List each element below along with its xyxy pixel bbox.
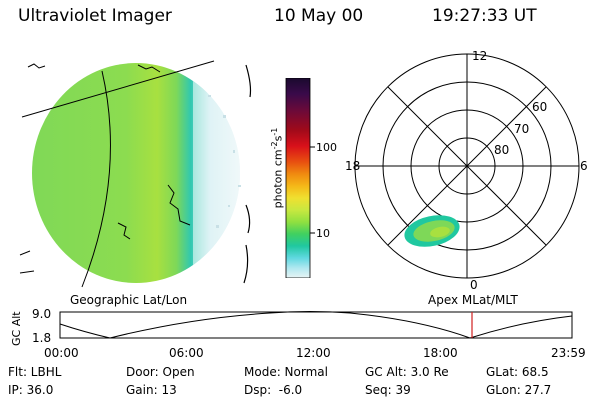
mlt-label-18: 18	[345, 159, 360, 173]
x-tick-0000: 00:00	[44, 346, 79, 360]
y-tick-1-8: 1.8	[32, 331, 51, 345]
longitude-line	[81, 70, 111, 288]
mlt-label-0: 0	[470, 278, 478, 292]
x-tick-1800: 18:00	[423, 346, 458, 360]
info-mode: Mode: Normal	[244, 365, 328, 379]
geographic-image-panel	[19, 60, 252, 288]
colorbar-gradient	[285, 78, 311, 278]
polar-plot: 12 0 18 6 60 70 80	[345, 49, 588, 292]
coastline	[27, 63, 46, 69]
info-door: Door: Open	[126, 365, 195, 379]
y-axis-label: GC Alt	[10, 311, 23, 346]
instrument-title: Ultraviolet Imager	[18, 6, 172, 26]
x-tick-1200: 12:00	[296, 346, 331, 360]
time-label: 19:27:33 UT	[432, 6, 537, 26]
info-glon: GLon: 27.7	[486, 383, 552, 397]
y-tick-9: 9.0	[32, 307, 51, 321]
info-glat: GLat: 68.5	[486, 365, 549, 379]
mlt-label-12: 12	[472, 49, 487, 63]
x-tick-2359: 23:59	[551, 346, 586, 360]
coastline	[117, 222, 131, 240]
altitude-timeline: 9.0 1.8 GC Alt	[10, 307, 573, 346]
timeline-frame	[59, 311, 573, 339]
info-gc-alt: GC Alt: 3.0 Re	[365, 365, 449, 379]
info-ip: IP: 36.0	[8, 383, 54, 397]
colorbar-tick-100: 100	[316, 141, 337, 154]
apex-panel-label: Apex MLat/MLT	[428, 293, 518, 307]
info-dsp: Dsp: -6.0	[244, 383, 303, 397]
mlt-label-6: 6	[580, 159, 588, 173]
info-gain: Gain: 13	[126, 383, 177, 397]
colorbar: 100 10	[285, 78, 337, 278]
lat-label-70: 70	[514, 122, 529, 136]
lat-label-80: 80	[494, 143, 509, 157]
auroral-oval-patch	[404, 215, 460, 247]
x-tick-0600: 06:00	[169, 346, 204, 360]
coastline	[137, 64, 161, 73]
colorbar-tick-10: 10	[316, 227, 330, 240]
altitude-curve	[59, 311, 573, 339]
lat-label-60: 60	[532, 100, 547, 114]
info-filter: Flt: LBHL	[8, 365, 62, 379]
coastline	[167, 184, 191, 226]
date-label: 10 May 00	[274, 6, 364, 26]
geographic-panel-label: Geographic Lat/Lon	[70, 293, 188, 307]
latitude-line	[21, 60, 215, 118]
info-seq: Seq: 39	[365, 383, 411, 397]
colorbar-label: photon cm-2s-1	[270, 127, 285, 209]
